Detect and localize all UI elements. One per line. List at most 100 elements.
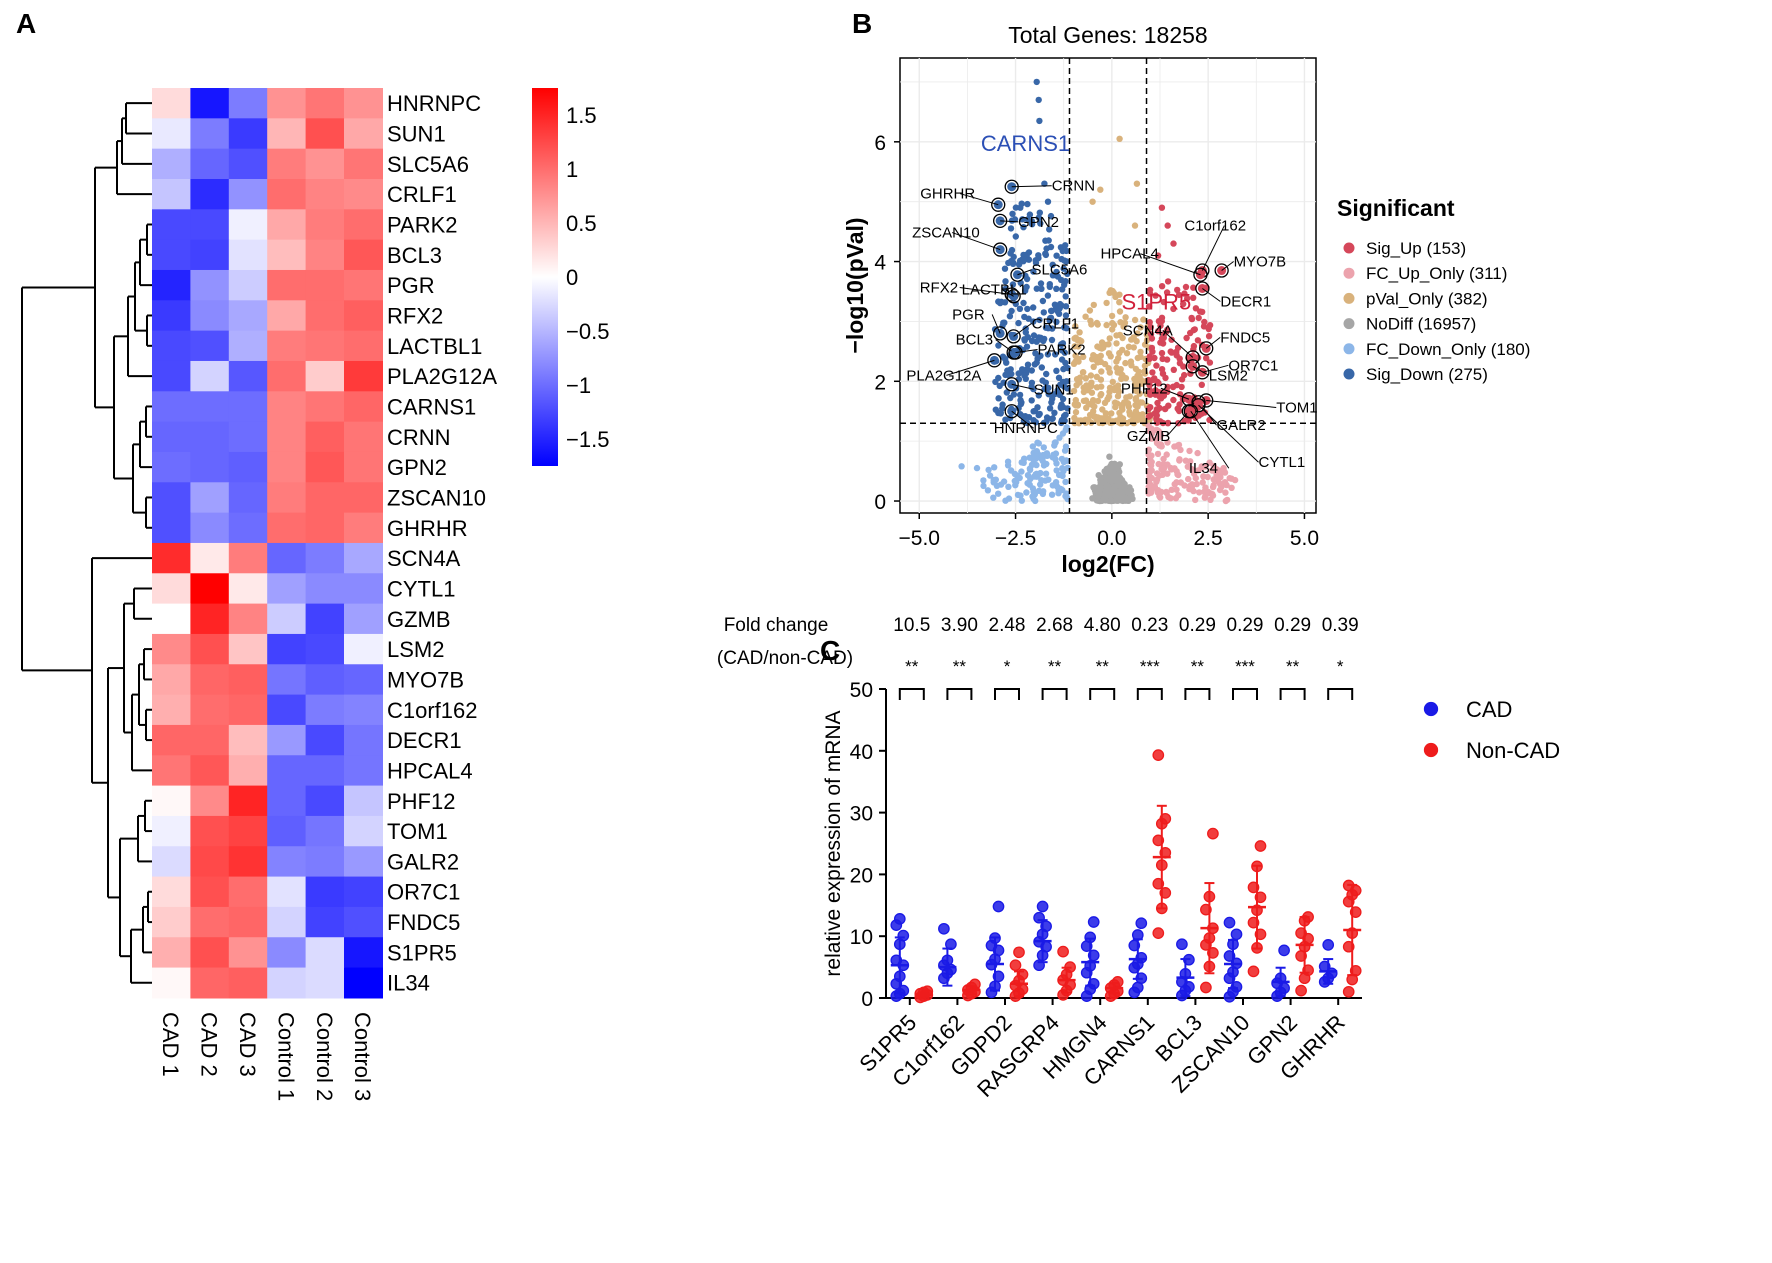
heatmap-cell bbox=[305, 209, 345, 241]
heatmap-cell bbox=[228, 815, 268, 847]
volcano-point-fc_down_only bbox=[1018, 497, 1025, 504]
panel-a-heatmap: A HNRNPC SUN1 SLC5A6 CRLF1 PARK2 BCL3 PGR RFX2 L… bbox=[16, 8, 609, 1101]
volcano-point-pval_only bbox=[1076, 374, 1084, 381]
volcano-point-sig_down bbox=[1032, 350, 1039, 357]
volcano-label-leader bbox=[1190, 410, 1230, 469]
volcano-point-sig_down bbox=[1010, 391, 1018, 398]
panel-b-volcano: B CRNN GHRHR GPN2 ZSCAN10 SLC5A6 RFX2 LACTBL1 P… bbox=[842, 8, 1530, 577]
heatmap-cell bbox=[190, 603, 230, 635]
volcano-point-pval_only bbox=[1118, 375, 1125, 383]
heatmap-row-label: LSM2 bbox=[387, 637, 444, 662]
volcano-point-sig_down bbox=[1039, 297, 1047, 305]
heatmap-cell bbox=[344, 664, 383, 696]
volcano-point-highlight-ring bbox=[1004, 404, 1019, 419]
volcano-point-fc_up_only bbox=[1188, 481, 1196, 488]
volcano-point-highlight-ring bbox=[1008, 345, 1023, 360]
volcano-point-pval_only bbox=[1122, 359, 1129, 367]
volcano-point-highlight-ring bbox=[1195, 281, 1210, 296]
heatmap-cell bbox=[190, 148, 230, 180]
volcano-point-fc_up_only bbox=[1209, 491, 1216, 498]
heatmap-cell bbox=[305, 148, 345, 180]
volcano-point-fc_down_only bbox=[1029, 443, 1037, 450]
volcano-point-sig_up bbox=[1153, 419, 1161, 426]
volcano-point-sig_up bbox=[1146, 382, 1153, 389]
volcano-point-fc_up_only bbox=[1206, 459, 1213, 466]
heatmap-row-label: GZMB bbox=[387, 607, 451, 632]
volcano-gene-label: FNDC5 bbox=[1220, 329, 1270, 346]
volcano-point-fc_down_only bbox=[1026, 481, 1033, 488]
volcano-point-pval_only bbox=[1123, 419, 1131, 427]
volcano-point-pval_only bbox=[1133, 180, 1141, 187]
volcano-point-highlight-ring bbox=[992, 326, 1008, 341]
heatmap-cell bbox=[305, 330, 345, 362]
significance-bracket bbox=[898, 688, 925, 700]
volcano-point-pval_only bbox=[1072, 358, 1079, 365]
volcano-point-pval_only bbox=[1108, 312, 1116, 320]
x-tick-label: 5.0 bbox=[1290, 527, 1319, 550]
heatmap-cell bbox=[344, 391, 383, 423]
volcano-point-sig_down bbox=[1036, 117, 1043, 125]
volcano-point-sig_down bbox=[1040, 309, 1048, 316]
volcano-point-sig_down bbox=[1055, 374, 1063, 381]
volcano-point-sig_down bbox=[1046, 283, 1054, 290]
heatmap-cell bbox=[152, 300, 191, 332]
volcano-point-pval_only bbox=[1106, 289, 1113, 296]
volcano-point-fc_down_only bbox=[984, 487, 992, 494]
volcano-point-pval_only bbox=[1109, 319, 1116, 327]
volcano-point-pval_only bbox=[1113, 340, 1120, 347]
volcano-point-fc_up_only bbox=[1164, 470, 1171, 477]
heatmap-cell bbox=[344, 512, 383, 544]
significance-bracket bbox=[1136, 688, 1163, 700]
heatmap-cell bbox=[344, 300, 383, 332]
colorbar-tick-label: −0.5 bbox=[566, 319, 609, 344]
volcano-point-sig_down bbox=[1018, 200, 1025, 207]
heatmap-cell bbox=[152, 815, 191, 847]
volcano-gene-label: LACTBL1 bbox=[962, 281, 1027, 298]
volcano-point-sig_down bbox=[1042, 379, 1050, 386]
volcano-point-sig_down bbox=[1055, 310, 1063, 317]
volcano-point-pval_only bbox=[1071, 343, 1079, 350]
significance-bracket bbox=[1089, 688, 1116, 700]
volcano-point-pval_only bbox=[1092, 413, 1099, 420]
volcano-point-sig_down bbox=[1001, 265, 1009, 272]
volcano-point-sig_down bbox=[1036, 410, 1043, 418]
volcano-point-pval_only bbox=[1113, 332, 1120, 339]
volcano-point-fc_up_only bbox=[1147, 428, 1154, 435]
volcano-label-leader bbox=[1013, 322, 1032, 337]
volcano-point-pval_only bbox=[1085, 416, 1092, 423]
volcano-point-sig_down bbox=[1044, 198, 1052, 205]
volcano-point-sig_up bbox=[1146, 319, 1153, 326]
heatmap-cell bbox=[152, 118, 191, 150]
volcano-point-nodiff bbox=[1110, 463, 1117, 471]
volcano-point-sig_down bbox=[1006, 313, 1014, 320]
heatmap-cell bbox=[228, 542, 268, 574]
heatmap-cell bbox=[228, 88, 268, 119]
heatmap-cell bbox=[267, 269, 307, 301]
volcano-point-sig_up bbox=[1175, 291, 1183, 299]
volcano-point-highlight-ring bbox=[1006, 289, 1021, 304]
volcano-point-pval_only bbox=[1116, 291, 1123, 298]
heatmap-cell bbox=[190, 118, 230, 150]
heatmap-cell bbox=[152, 269, 191, 301]
heatmap-cell bbox=[344, 573, 383, 605]
heatmap-cell bbox=[267, 482, 307, 514]
volcano-point-pval_only bbox=[1123, 350, 1131, 357]
heatmap-cell bbox=[228, 603, 268, 635]
volcano-point-pval_only bbox=[1117, 366, 1124, 373]
heatmap-row-label: RFX2 bbox=[387, 303, 443, 328]
heatmap-row-label: CYTL1 bbox=[387, 576, 455, 601]
heatmap-cell bbox=[152, 573, 191, 605]
volcano-point-sig_down bbox=[1037, 280, 1045, 287]
heatmap-row-label: CRNN bbox=[387, 425, 451, 450]
volcano-point-pval_only bbox=[1141, 341, 1149, 348]
heatmap-cell bbox=[228, 937, 268, 969]
volcano-point-fc_up_only bbox=[1200, 473, 1207, 480]
heatmap-cell bbox=[190, 906, 230, 938]
y-tick-label: 0 bbox=[861, 988, 873, 1011]
volcano-point-sig_up bbox=[1170, 396, 1177, 404]
volcano-label-leader bbox=[1198, 404, 1259, 463]
volcano-point-sig_up bbox=[1147, 404, 1154, 411]
heatmap-column-label: Control 1 bbox=[273, 1012, 298, 1101]
significance-marker: ** bbox=[1191, 657, 1205, 676]
